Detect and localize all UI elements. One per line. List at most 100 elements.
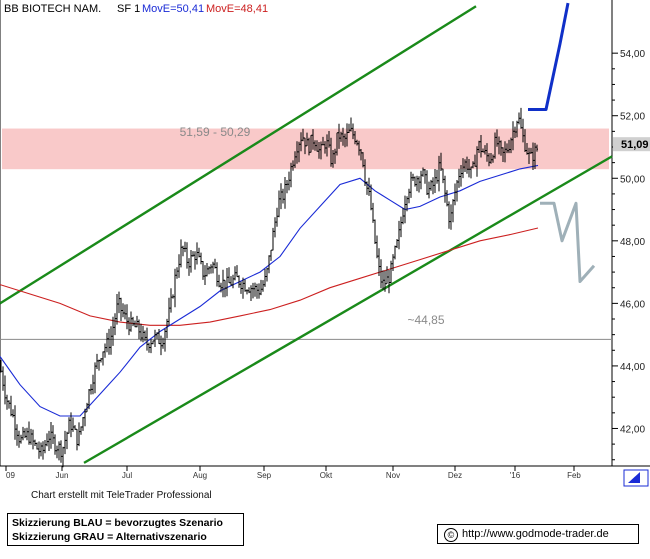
- price-bar: [204, 265, 206, 285]
- price-bar: [26, 427, 28, 441]
- price-bar: [430, 179, 432, 191]
- price-bar: [370, 184, 372, 211]
- price-bar: [162, 337, 164, 349]
- price-bar: [414, 176, 416, 187]
- price-bar: [368, 177, 370, 196]
- price-bar: [412, 173, 414, 181]
- price-bar: [230, 276, 232, 286]
- price-bar: [528, 147, 530, 164]
- price-bar: [184, 241, 186, 253]
- price-bar: [474, 154, 476, 167]
- price-bar: [338, 123, 340, 149]
- moving-average-slow: [0, 227, 539, 326]
- price-bar: [14, 405, 16, 440]
- price-bar: [420, 170, 422, 190]
- price-bar: [262, 280, 264, 292]
- y-tick-label: 42,00: [620, 424, 645, 435]
- price-bar: [472, 161, 474, 169]
- price-bar: [388, 270, 390, 294]
- price-bar: [460, 165, 462, 187]
- price-bar: [120, 297, 122, 322]
- price-bar: [152, 340, 154, 345]
- price-bar: [442, 168, 444, 184]
- price-bar: [244, 279, 246, 292]
- price-bar: [178, 254, 180, 278]
- price-bar: [42, 441, 44, 460]
- price-bar: [130, 311, 132, 332]
- price-bar: [84, 408, 86, 427]
- price-bar: [90, 384, 92, 395]
- channel-lower-line: [83, 155, 613, 464]
- price-bar: [140, 323, 142, 342]
- price-bar: [340, 131, 342, 142]
- price-bar: [150, 339, 152, 354]
- price-bar: [492, 154, 494, 163]
- price-bar: [188, 258, 190, 276]
- price-bar: [78, 422, 80, 447]
- price-bar: [38, 441, 40, 459]
- price-bar: [348, 123, 350, 133]
- price-bar: [396, 239, 398, 248]
- source-url-box[interactable]: © http://www.godmode-trader.de: [437, 524, 639, 544]
- source-url[interactable]: http://www.godmode-trader.de: [462, 528, 609, 540]
- price-bar: [428, 181, 430, 199]
- price-bar: [350, 117, 352, 132]
- plot-area: [0, 0, 612, 466]
- last-price-value: 51,09: [621, 139, 649, 151]
- price-bar: [408, 188, 410, 204]
- price-bar: [174, 268, 176, 308]
- price-bar: [256, 283, 258, 299]
- price-bar: [60, 440, 62, 463]
- price-bar: [68, 417, 70, 434]
- price-bar: [312, 129, 314, 150]
- price-bar: [176, 267, 178, 279]
- price-bar: [192, 251, 194, 257]
- price-bar: [518, 112, 520, 125]
- price-bar: [496, 129, 498, 147]
- price-bar: [274, 217, 276, 238]
- x-tick-label: Dez: [448, 471, 462, 480]
- copyright-icon: ©: [444, 528, 458, 542]
- last-price-marker: [613, 137, 650, 152]
- price-bar: [158, 329, 160, 345]
- price-bar: [170, 288, 172, 313]
- price-bar: [222, 269, 224, 298]
- price-bar: [502, 147, 504, 162]
- price-bar: [464, 159, 466, 172]
- price-bar: [424, 169, 426, 184]
- price-bar: [132, 316, 134, 327]
- price-bar: [96, 353, 98, 369]
- price-bar: [258, 283, 260, 299]
- price-bar: [110, 326, 112, 355]
- price-bar: [392, 254, 394, 271]
- x-tick-label: Okt: [320, 471, 333, 480]
- support-label: ~44,85: [407, 313, 444, 327]
- price-bar: [202, 261, 204, 280]
- price-bar: [154, 329, 156, 347]
- price-bar: [8, 400, 10, 409]
- price-bar: [278, 190, 280, 218]
- price-bar: [138, 319, 140, 340]
- price-bar: [378, 248, 380, 276]
- price-bar: [328, 131, 330, 148]
- price-bar: [308, 137, 310, 156]
- price-bar: [12, 409, 14, 418]
- price-bar: [146, 327, 148, 351]
- price-bar: [448, 201, 450, 229]
- price-bar: [314, 140, 316, 151]
- price-bar: [270, 249, 272, 261]
- price-bar: [434, 169, 436, 193]
- price-bar: [232, 274, 234, 289]
- price-bar: [432, 177, 434, 195]
- price-bar: [30, 428, 32, 445]
- price-bar: [48, 430, 50, 451]
- x-tick-label: 09: [6, 471, 15, 480]
- price-bar: [292, 160, 294, 171]
- price-bars: [0, 107, 538, 468]
- price-bar: [418, 176, 420, 193]
- price-bar: [444, 175, 446, 203]
- price-bar: [124, 304, 126, 320]
- price-bar: [166, 318, 168, 339]
- price-bar: [280, 183, 282, 210]
- price-bar: [438, 155, 440, 192]
